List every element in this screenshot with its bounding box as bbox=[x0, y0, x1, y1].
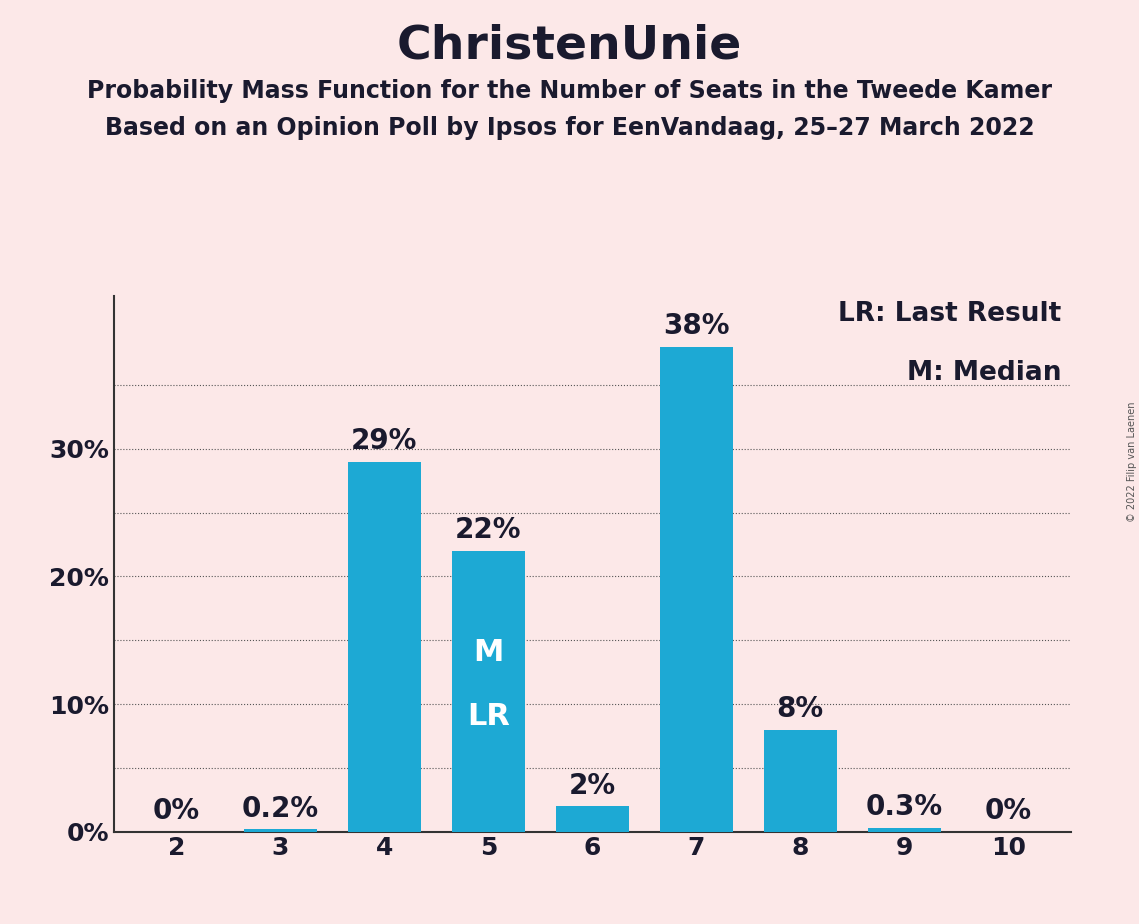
Text: 38%: 38% bbox=[663, 312, 729, 340]
Bar bbox=[452, 551, 525, 832]
Text: M: M bbox=[473, 638, 503, 667]
Text: 0.2%: 0.2% bbox=[241, 795, 319, 822]
Text: ChristenUnie: ChristenUnie bbox=[396, 23, 743, 68]
Text: 29%: 29% bbox=[351, 427, 418, 456]
Text: © 2022 Filip van Laenen: © 2022 Filip van Laenen bbox=[1126, 402, 1137, 522]
Bar bbox=[244, 829, 317, 832]
Bar bbox=[764, 730, 837, 832]
Text: 0%: 0% bbox=[153, 797, 199, 825]
Text: LR: LR bbox=[467, 702, 510, 731]
Text: Probability Mass Function for the Number of Seats in the Tweede Kamer: Probability Mass Function for the Number… bbox=[87, 79, 1052, 103]
Text: 2%: 2% bbox=[568, 772, 616, 799]
Text: LR: Last Result: LR: Last Result bbox=[838, 301, 1062, 327]
Text: Based on an Opinion Poll by Ipsos for EenVandaag, 25–27 March 2022: Based on an Opinion Poll by Ipsos for Ee… bbox=[105, 116, 1034, 140]
Text: 0.3%: 0.3% bbox=[866, 794, 943, 821]
Bar bbox=[868, 828, 941, 832]
Text: 0%: 0% bbox=[985, 797, 1032, 825]
Text: 22%: 22% bbox=[456, 517, 522, 544]
Text: 8%: 8% bbox=[777, 695, 823, 723]
Text: M: Median: M: Median bbox=[907, 360, 1062, 386]
Bar bbox=[659, 346, 732, 832]
Bar bbox=[556, 806, 629, 832]
Bar bbox=[347, 462, 420, 832]
